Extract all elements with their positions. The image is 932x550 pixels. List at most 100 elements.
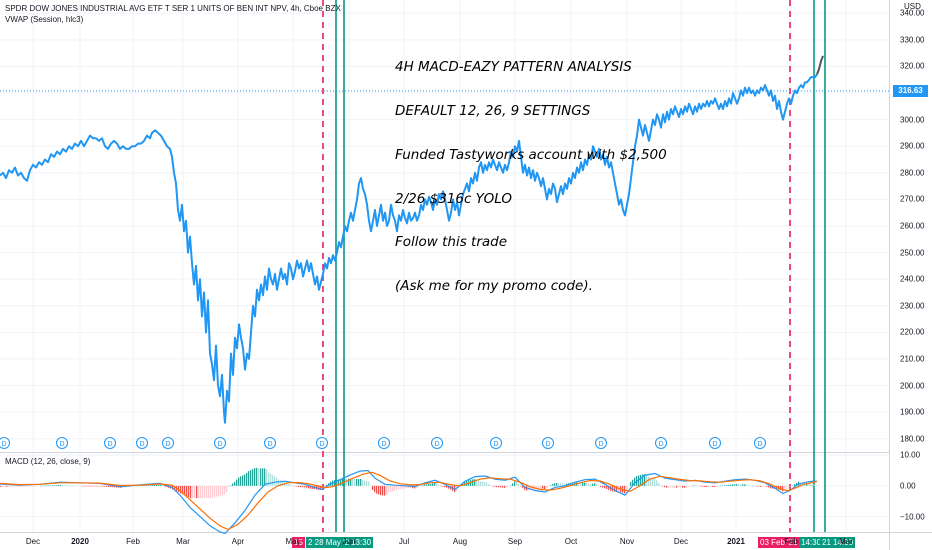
macd-hist-bar-4 [4, 485, 6, 487]
dividend-marker-12 [595, 437, 607, 449]
macd-hist-bar-16 [16, 485, 18, 487]
vwap-indicator-label[interactable]: VWAP (Session, hlc3) [5, 15, 84, 24]
macd-hist-bar-770 [770, 485, 772, 489]
macd-hist-bar-700 [700, 485, 702, 487]
macd-hist-bar-654 [654, 479, 656, 486]
macd-hist-bar-630 [630, 481, 632, 486]
macd-hist-bar-552 [552, 484, 554, 486]
macd-hist-bar-28 [28, 485, 30, 487]
macd-hist-bar-248 [248, 471, 250, 486]
time-tick-9: Sep [507, 537, 523, 546]
macd-hist-bar-728 [728, 484, 730, 486]
macd-hist-bar-742 [742, 484, 744, 486]
macd-hist-bar-90 [90, 485, 92, 487]
macd-hist-bar-396 [396, 485, 398, 491]
macd-hist-bar-164 [164, 485, 166, 487]
macd-hist-bar-602 [602, 485, 604, 488]
dividend-marker-label-8: D [381, 441, 386, 448]
price-tick-11: 290.00 [900, 141, 925, 151]
dividend-marker-4 [162, 437, 174, 449]
macd-hist-bar-410 [410, 485, 412, 488]
macd-hist-bar-12 [12, 485, 14, 487]
macd-hist-bar-194 [194, 485, 196, 499]
macd-hist-bar-672 [672, 485, 674, 488]
macd-hist-bar-756 [756, 485, 758, 487]
macd-hist-bar-244 [244, 474, 246, 486]
macd-hist-bar-246 [246, 473, 248, 486]
macd-indicator-label[interactable]: MACD (12, 26, close, 9) [5, 457, 91, 466]
macd-hist-bar-378 [378, 485, 380, 495]
marker-right-time: 14:30 [799, 537, 824, 548]
macd-hist-bar-520 [520, 485, 522, 487]
macd-hist-bar-348 [348, 478, 350, 486]
annotation-line-5: Follow this trade [395, 234, 508, 251]
macd-hist-bar-14 [14, 485, 16, 487]
macd-hist-bar-748 [748, 485, 750, 486]
macd-hist-bar-218 [218, 485, 220, 497]
macd-hist-bar-234 [234, 481, 236, 486]
dividend-marker-7 [316, 437, 328, 449]
macd-hist-bar-580 [580, 482, 582, 486]
macd-hist-bar-8 [8, 485, 10, 487]
macd-hist-bar-642 [642, 474, 644, 486]
macd-hist-bar-88 [88, 485, 90, 487]
time-tick-6: Jun [342, 537, 356, 546]
macd-hist-bar-594 [594, 483, 596, 486]
macd-hist-bar-606 [606, 485, 608, 489]
macd-hist-bar-54 [54, 485, 56, 486]
macd-hist-bar-304 [304, 485, 306, 488]
macd-hist-bar-522 [522, 485, 524, 488]
macd-hist-bar-680 [680, 485, 682, 488]
macd-hist-bar-46 [46, 485, 48, 487]
macd-hist-bar-774 [774, 485, 776, 489]
dividend-marker-2 [104, 437, 116, 449]
macd-hist-bar-48 [48, 485, 50, 486]
macd-hist-bar-320 [320, 485, 322, 490]
macd-hist-bar-632 [632, 479, 634, 486]
macd-hist-bar-102 [102, 485, 104, 487]
macd-hist-bar-412 [412, 485, 414, 489]
macd-hist-bar-38 [38, 485, 40, 487]
macd-hist-bar-806 [806, 483, 808, 486]
macd-hist-bar-30 [30, 485, 32, 487]
macd-hist-bar-384 [384, 485, 386, 496]
macd-hist-bar-514 [514, 481, 516, 486]
time-tick-8: Aug [452, 537, 468, 546]
macd-hist-bar-762 [762, 485, 764, 487]
macd-hist-bar-106 [106, 485, 108, 487]
macd-hist-bar-718 [718, 485, 720, 487]
macd-hist-bar-682 [682, 485, 684, 488]
time-tick-4: Apr [231, 537, 245, 546]
macd-hist-bar-372 [372, 485, 374, 490]
dividend-marker-0 [0, 437, 10, 449]
macd-hist-bar-430 [430, 483, 432, 486]
macd-hist-bar-438 [438, 484, 440, 486]
dividend-marker-14 [709, 437, 721, 449]
macd-hist-bar-56 [56, 485, 58, 486]
macd-hist-bar-206 [206, 485, 208, 499]
macd-hist-bar-658 [658, 482, 660, 486]
macd-hist-bar-68 [68, 485, 70, 486]
macd-hist-bar-478 [478, 480, 480, 486]
macd-hist-bar-180 [180, 485, 182, 494]
macd-hist-bar-256 [256, 467, 258, 486]
time-tick-14: Feb [784, 537, 798, 546]
macd-hist-bar-296 [296, 485, 298, 487]
macd-hist-bar-10 [10, 485, 12, 487]
macd-hist-bar-310 [310, 485, 312, 489]
macd-hist-bar-336 [336, 479, 338, 486]
marker-right-time2: 14:30 [831, 537, 856, 548]
dividend-marker-1 [56, 437, 68, 449]
macd-hist-bar-346 [346, 478, 348, 486]
macd-hist-bar-182 [182, 485, 184, 495]
macd-hist-bar-562 [562, 483, 564, 486]
currency-label[interactable]: USD [904, 2, 921, 11]
macd-hist-bar-340 [340, 479, 342, 486]
macd-hist-bar-472 [472, 479, 474, 486]
macd-hist-bar-220 [220, 485, 222, 496]
macd-hist-bar-74 [74, 485, 76, 487]
macd-hist-bar-174 [174, 485, 176, 491]
macd-hist-bar-808 [808, 483, 810, 486]
dividend-marker-label-15: D [757, 441, 762, 448]
macd-hist-bar-494 [494, 485, 496, 487]
